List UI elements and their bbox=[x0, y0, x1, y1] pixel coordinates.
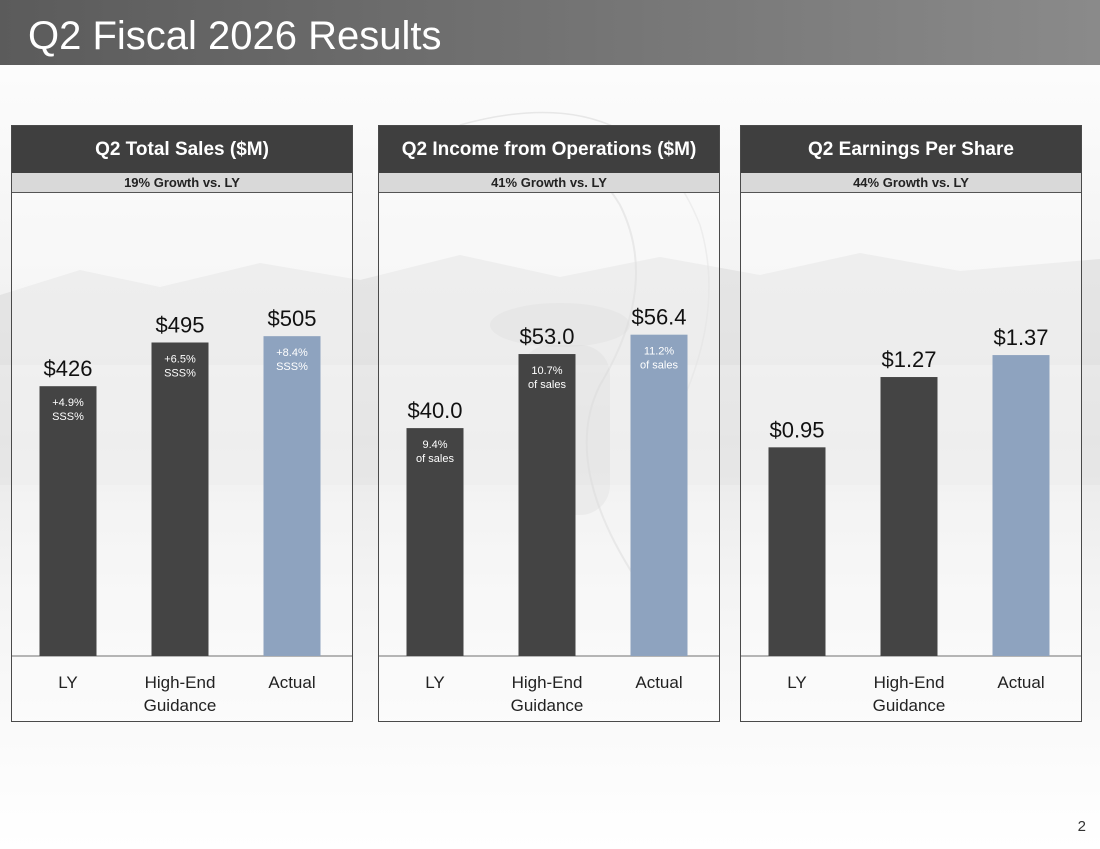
x-tick-label: LY bbox=[787, 673, 807, 692]
data-label: $1.27 bbox=[881, 347, 936, 372]
bar bbox=[880, 377, 938, 656]
bar-note: 10.7% bbox=[531, 365, 562, 377]
panel-total-sales: Q2 Total Sales ($M) 19% Growth vs. LY $4… bbox=[11, 125, 353, 722]
x-tick-label: LY bbox=[425, 673, 445, 692]
bar bbox=[406, 428, 464, 656]
panel-income-operations: Q2 Income from Operations ($M) 41% Growt… bbox=[378, 125, 720, 722]
chart-title: Q2 Total Sales ($M) bbox=[12, 126, 352, 173]
bar bbox=[518, 354, 576, 656]
chart-subtitle: 44% Growth vs. LY bbox=[741, 173, 1081, 193]
chart-earnings-per-share: $0.95 LY $1.27 High-End Guidance $1.37 Actual bbox=[741, 325, 1081, 715]
bar bbox=[992, 355, 1050, 656]
data-label: $0.95 bbox=[769, 417, 824, 442]
bar bbox=[39, 386, 97, 656]
x-tick-label: Guidance bbox=[873, 696, 946, 715]
bar-note: SSS% bbox=[276, 361, 308, 373]
data-label: $426 bbox=[44, 356, 93, 381]
data-label: $1.37 bbox=[993, 325, 1048, 350]
bar-note: SSS% bbox=[164, 368, 196, 380]
x-tick-label: LY bbox=[58, 673, 78, 692]
bar bbox=[263, 336, 321, 656]
title-bar: Q2 Fiscal 2026 Results bbox=[0, 0, 1100, 65]
bar-note: +4.9% bbox=[52, 397, 84, 409]
bar-note: +8.4% bbox=[276, 347, 308, 359]
data-label: $505 bbox=[268, 306, 317, 331]
data-label: $53.0 bbox=[519, 324, 574, 349]
x-tick-label: Guidance bbox=[511, 696, 584, 715]
x-tick-label: Guidance bbox=[144, 696, 217, 715]
bar-note: of sales bbox=[640, 360, 678, 372]
x-tick-label: Actual bbox=[635, 673, 682, 692]
x-tick-label: High-End bbox=[145, 673, 216, 692]
data-label: $495 bbox=[156, 313, 205, 338]
bar bbox=[630, 334, 688, 656]
bar-note: 11.2% bbox=[644, 346, 675, 358]
bar-note: SSS% bbox=[52, 411, 84, 423]
bar-note: +6.5% bbox=[164, 354, 196, 366]
data-label: $40.0 bbox=[407, 398, 462, 423]
chart-title: Q2 Income from Operations ($M) bbox=[379, 126, 719, 173]
chart-subtitle: 41% Growth vs. LY bbox=[379, 173, 719, 193]
x-tick-label: High-End bbox=[874, 673, 945, 692]
chart-income-operations: $40.0 9.4% of sales LY $53.0 10.7% of sales Hig… bbox=[379, 305, 719, 715]
bar-note: of sales bbox=[528, 379, 566, 391]
chart-total-sales: $426 +4.9% SSS% LY $495 +6.5% SSS% High-End Guid… bbox=[12, 306, 352, 715]
bar-note: of sales bbox=[416, 453, 454, 465]
chart-subtitle: 19% Growth vs. LY bbox=[12, 173, 352, 193]
x-tick-label: High-End bbox=[512, 673, 583, 692]
bar bbox=[768, 447, 826, 656]
chart-title: Q2 Earnings Per Share bbox=[741, 126, 1081, 173]
slide-title: Q2 Fiscal 2026 Results bbox=[28, 14, 442, 58]
panel-earnings-per-share: Q2 Earnings Per Share 44% Growth vs. LY … bbox=[740, 125, 1082, 722]
bar bbox=[151, 342, 209, 656]
x-tick-label: Actual bbox=[997, 673, 1044, 692]
page-number: 2 bbox=[1077, 818, 1086, 835]
bar-note: 9.4% bbox=[422, 439, 447, 451]
x-tick-label: Actual bbox=[268, 673, 315, 692]
data-label: $56.4 bbox=[631, 305, 686, 330]
